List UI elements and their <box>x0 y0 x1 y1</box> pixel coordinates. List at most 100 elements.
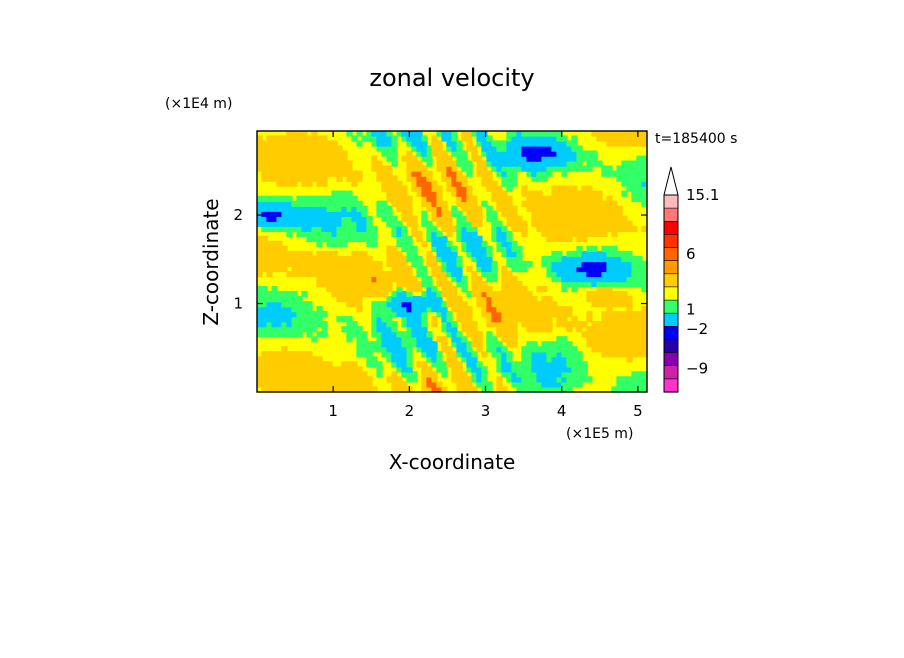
field-cell <box>436 265 443 273</box>
field-cell <box>561 346 568 353</box>
field-cell <box>566 371 573 378</box>
field-cell <box>631 336 638 343</box>
field-cell <box>641 131 647 137</box>
field-cell <box>286 210 293 217</box>
field-cell <box>621 386 628 392</box>
field-cell <box>546 165 553 172</box>
field-cell <box>271 326 278 333</box>
field-cell <box>601 326 608 333</box>
field-cell <box>586 155 593 162</box>
field-cell <box>551 255 558 263</box>
field-cell <box>456 185 463 192</box>
field-cell <box>636 265 643 273</box>
field-cell <box>416 255 423 263</box>
field-cell <box>581 270 588 278</box>
field-cell <box>571 135 578 142</box>
field-cell <box>286 386 293 392</box>
field-cell <box>386 185 393 192</box>
field-cell <box>511 180 518 187</box>
field-cell <box>456 215 463 222</box>
field-cell <box>461 165 468 172</box>
field-cell <box>261 361 268 368</box>
field-cell <box>271 145 278 152</box>
y-axis-unit: (×1E4 m) <box>165 96 232 112</box>
field-cell <box>401 301 408 308</box>
field-cell <box>296 265 303 273</box>
field-cell <box>446 160 453 167</box>
field-cell <box>491 321 498 328</box>
field-cell <box>371 331 378 338</box>
field-cell <box>571 160 578 167</box>
field-cell <box>471 281 478 288</box>
field-cell <box>461 200 468 207</box>
field-cell <box>546 135 553 142</box>
field-cell <box>576 220 583 227</box>
field-cell <box>341 205 348 212</box>
field-cell <box>631 131 638 137</box>
field-cell <box>596 215 603 222</box>
field-cell <box>476 255 483 263</box>
field-cell <box>461 245 468 252</box>
field-cell <box>276 210 283 217</box>
field-cell <box>346 381 353 388</box>
field-cell <box>326 150 333 157</box>
field-cell <box>566 265 573 273</box>
field-cell <box>596 225 603 232</box>
field-cell <box>551 210 558 217</box>
field-cell <box>361 210 368 217</box>
field-cell <box>441 245 448 252</box>
field-cell <box>351 235 358 242</box>
field-cell <box>636 371 643 378</box>
field-cell <box>601 250 608 258</box>
field-cell <box>641 321 647 328</box>
field-cell <box>451 321 458 328</box>
field-cell <box>511 165 518 172</box>
field-cell <box>431 371 438 378</box>
field-cell <box>641 286 647 293</box>
field-cell <box>311 366 318 373</box>
field-cell <box>381 145 388 152</box>
field-cell <box>566 155 573 162</box>
field-cell <box>586 326 593 333</box>
field-cell <box>611 321 618 328</box>
field-cell <box>466 145 473 152</box>
field-cell <box>411 331 418 338</box>
field-cell <box>351 321 358 328</box>
field-cell <box>257 381 263 388</box>
field-cell <box>576 235 583 242</box>
field-cell <box>361 371 368 378</box>
field-cell <box>356 170 363 177</box>
field-cell <box>261 255 268 263</box>
field-cell <box>326 210 333 217</box>
field-cell <box>506 276 513 283</box>
field-cell <box>381 210 388 217</box>
field-cell <box>581 235 588 242</box>
field-cell <box>401 351 408 358</box>
field-cell <box>441 250 448 258</box>
field-cell <box>456 341 463 348</box>
field-cell <box>561 165 568 172</box>
field-cell <box>281 255 288 263</box>
field-cell <box>561 351 568 358</box>
field-cell <box>306 386 313 392</box>
field-cell <box>446 361 453 368</box>
field-cell <box>536 371 543 378</box>
field-cell <box>296 131 303 137</box>
field-cell <box>531 215 538 222</box>
field-cell <box>406 291 413 298</box>
field-cell <box>281 381 288 388</box>
field-cell <box>596 205 603 212</box>
field-cell <box>551 131 558 137</box>
field-cell <box>291 270 298 278</box>
field-cell <box>576 381 583 388</box>
field-cell <box>511 220 518 227</box>
field-cell <box>611 170 618 177</box>
field-cell <box>396 346 403 353</box>
field-cell <box>276 160 283 167</box>
field-cell <box>526 150 533 157</box>
field-cell <box>631 381 638 388</box>
field-cell <box>636 165 643 172</box>
field-cell <box>486 316 493 323</box>
field-cell <box>486 341 493 348</box>
field-cell <box>566 281 573 288</box>
